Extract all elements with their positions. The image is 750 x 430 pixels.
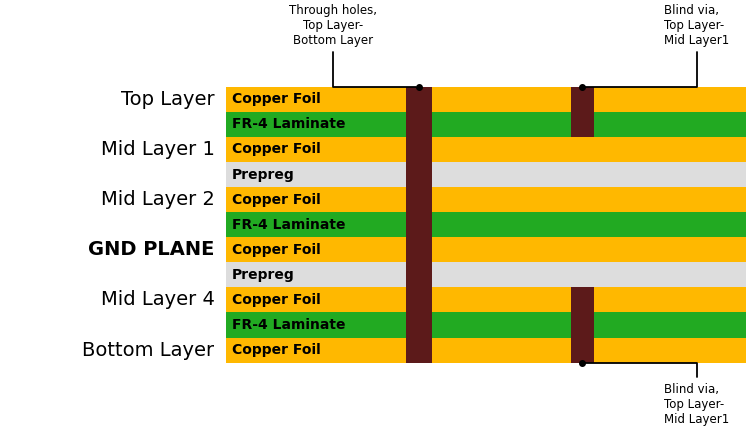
Text: Copper Foil: Copper Foil <box>232 92 320 106</box>
Text: Copper Foil: Copper Foil <box>232 243 320 257</box>
Bar <box>226 237 746 262</box>
Text: Copper Foil: Copper Foil <box>232 142 320 157</box>
Text: GND PLANE: GND PLANE <box>88 240 214 259</box>
Text: Blind via,
Top Layer-
Mid Layer1: Blind via, Top Layer- Mid Layer1 <box>585 4 730 87</box>
Bar <box>226 212 746 237</box>
Text: Copper Foil: Copper Foil <box>232 343 320 357</box>
Text: Through holes,
Top Layer-
Bottom Layer: Through holes, Top Layer- Bottom Layer <box>290 4 416 87</box>
Text: FR-4 Laminate: FR-4 Laminate <box>232 218 345 232</box>
Bar <box>571 287 594 362</box>
Text: Copper Foil: Copper Foil <box>232 193 320 207</box>
Bar <box>226 262 746 287</box>
Bar <box>226 338 746 362</box>
Text: Prepreg: Prepreg <box>232 168 295 181</box>
Text: Mid Layer 1: Mid Layer 1 <box>100 140 214 159</box>
Text: Blind via,
Top Layer-
Mid Layer1: Blind via, Top Layer- Mid Layer1 <box>585 362 730 426</box>
Text: Mid Layer 2: Mid Layer 2 <box>100 190 214 209</box>
Bar <box>226 87 746 112</box>
Text: Prepreg: Prepreg <box>232 268 295 282</box>
Text: FR-4 Laminate: FR-4 Laminate <box>232 318 345 332</box>
Bar <box>226 162 746 187</box>
Text: Copper Foil: Copper Foil <box>232 293 320 307</box>
Text: Bottom Layer: Bottom Layer <box>82 341 214 359</box>
Bar <box>226 313 746 338</box>
Text: Mid Layer 4: Mid Layer 4 <box>100 290 214 310</box>
Bar <box>226 287 746 313</box>
Bar <box>226 137 746 162</box>
Bar <box>571 87 594 137</box>
Bar <box>226 187 746 212</box>
Text: Top Layer: Top Layer <box>121 90 214 109</box>
Text: FR-4 Laminate: FR-4 Laminate <box>232 117 345 132</box>
Bar <box>226 112 746 137</box>
Bar <box>406 87 432 362</box>
